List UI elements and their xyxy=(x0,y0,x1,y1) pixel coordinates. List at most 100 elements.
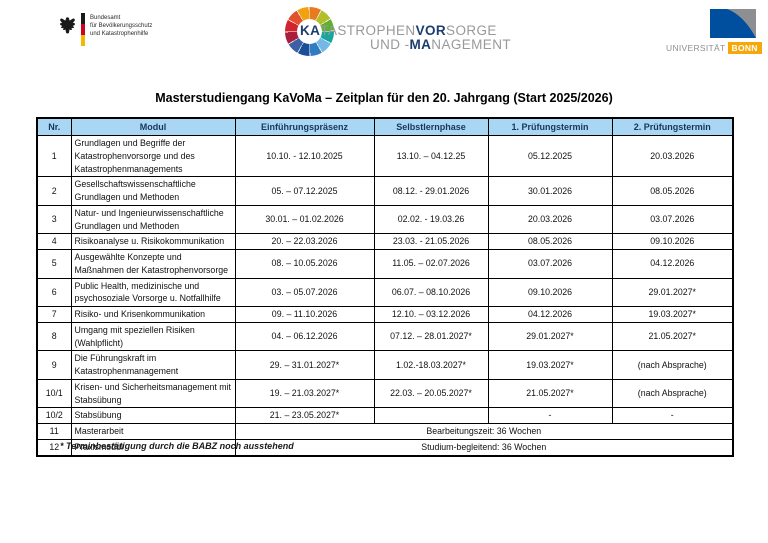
cell-einfuehrungspraesenz: 30.01. – 01.02.2026 xyxy=(234,204,375,235)
cell-nr: 3 xyxy=(36,204,72,235)
cell-pruefungstermin-1: 09.10.2026 xyxy=(487,277,613,307)
cell-pruefungstermin-1: - xyxy=(487,407,613,424)
column-header-1: Modul xyxy=(70,117,236,136)
cell-pruefungstermin-2: 21.05.2027* xyxy=(611,321,734,352)
uni-bonn-university-text: UNIVERSITÄT xyxy=(666,43,726,53)
cell-modul: Risiko- und Krisenkommunikation xyxy=(70,306,236,323)
cell-nr: 10/2 xyxy=(36,407,72,424)
uni-bonn-logo: UNIVERSITÄT BONN xyxy=(666,9,762,54)
cell-nr: 7 xyxy=(36,306,72,323)
cell-nr: 11 xyxy=(36,423,72,440)
cell-modul: Umgang mit speziellen Risiken (Wahlpflic… xyxy=(70,321,236,352)
bbk-text-line1: Bundesamt xyxy=(90,15,121,21)
kavoma-ring-icon xyxy=(285,7,334,56)
cell-pruefungstermin-1: 30.01.2026 xyxy=(487,176,613,206)
table-row: 4 Risikoanalyse u. Risikokommunikation 20.… xyxy=(36,233,734,250)
kavoma-logo: KATASTROPHENVORSORGE UND -MANAGEMENT xyxy=(285,6,511,58)
table-row: 5 Ausgewählte Konzepte und Maßnahmen der … xyxy=(36,249,734,279)
cell-selbstlernphase: 08.12. - 29.01.2026 xyxy=(373,176,489,206)
kavoma-ma: MA xyxy=(409,37,432,52)
cell-nr: 1 xyxy=(36,134,72,178)
cell-einfuehrungspraesenz: 03. – 05.07.2026 xyxy=(234,277,375,307)
cell-pruefungstermin-2: 09.10.2026 xyxy=(611,233,734,250)
table-row: 8 Umgang mit speziellen Risiken (Wahlpfli… xyxy=(36,321,734,352)
cell-selbstlernphase: 06.07. – 08.10.2026 xyxy=(373,277,489,307)
cell-pruefungstermin-2: - xyxy=(611,407,734,424)
cell-selbstlernphase: 23.03. - 21.05.2026 xyxy=(373,233,489,250)
table-header-row: Nr. Modul Einführungspräsenz Selbstlernphas… xyxy=(36,117,734,136)
cell-nr: 6 xyxy=(36,277,72,307)
table-row: 10/1 Krisen- und Sicherheitsmanagement mi… xyxy=(36,378,734,409)
uni-bonn-wordmark: UNIVERSITÄT BONN xyxy=(666,42,762,54)
kavoma-wordmark-line1: KATASTROPHENVORSORGE xyxy=(300,23,497,38)
kavoma-wordmark-line2: UND -MANAGEMENT xyxy=(370,37,511,52)
cell-pruefungstermin-2: 08.05.2026 xyxy=(611,176,734,206)
uni-bonn-city-text: BONN xyxy=(727,42,762,54)
cell-pruefungstermin-1: 04.12.2026 xyxy=(487,306,613,323)
cell-pruefungstermin-2: (nach Absprache) xyxy=(611,378,734,409)
cell-pruefungstermin-2: (nach Absprache) xyxy=(611,350,734,380)
cell-einfuehrungspraesenz: 21. – 23.05.2027* xyxy=(234,407,375,424)
kavoma-tastrophen: TASTROPHEN xyxy=(320,23,416,38)
cell-pruefungstermin-1: 05.12.2025 xyxy=(487,134,613,178)
cell-modul: Risikoanalyse u. Risikokommunikation xyxy=(70,233,236,250)
column-header-5: 2. Prüfungstermin xyxy=(611,117,734,136)
cell-pruefungstermin-2: 20.03.2026 xyxy=(611,134,734,178)
cell-selbstlernphase: 1.02.-18.03.2027* xyxy=(373,350,489,380)
cell-pruefungstermin-1: 20.03.2026 xyxy=(487,204,613,235)
cell-modul: Public Health, medizinische und psychoso… xyxy=(70,277,236,307)
cell-nr: 10/1 xyxy=(36,378,72,409)
table-row: 3 Natur- und Ingenieurwissenschaftliche G… xyxy=(36,204,734,235)
kavoma-ka: KA xyxy=(300,23,321,38)
cell-einfuehrungspraesenz: 20. – 22.03.2026 xyxy=(234,233,375,250)
table-row: 9 Die Führungskraft im Katastrophenmanage… xyxy=(36,350,734,380)
table-row: 6 Public Health, medizinische und psychos… xyxy=(36,277,734,307)
cell-modul: Die Führungskraft im Katastrophenmanagem… xyxy=(70,350,236,380)
column-header-4: 1. Prüfungstermin xyxy=(487,117,613,136)
column-header-2: Einführungspräsenz xyxy=(234,117,375,136)
schedule-table: Nr. Modul Einführungspräsenz Selbstlernphas… xyxy=(36,117,734,457)
cell-pruefungstermin-1: 21.05.2027* xyxy=(487,378,613,409)
cell-nr: 9 xyxy=(36,350,72,380)
cell-selbstlernphase: 12.10. – 03.12.2026 xyxy=(373,306,489,323)
bbk-text-line3: und Katastrophenhilfe xyxy=(90,30,149,37)
column-header-3: Selbstlernphase xyxy=(373,117,489,136)
cell-einfuehrungspraesenz: 19. – 21.03.2027* xyxy=(234,378,375,409)
cell-modul: Gesellschaftswissenschaftliche Grundlage… xyxy=(70,176,236,206)
cell-pruefungstermin-2: 29.01.2027* xyxy=(611,277,734,307)
cell-modul: Ausgewählte Konzepte und Maßnahmen der K… xyxy=(70,249,236,279)
table-row: 11 Masterarbeit Bearbeitungszeit: 36 Woche… xyxy=(36,423,734,440)
bbk-text-line2: für Bevölkerungsschutz xyxy=(90,22,153,29)
cell-modul: Masterarbeit xyxy=(70,423,236,440)
column-header-0: Nr. xyxy=(36,117,72,136)
cell-nr: 5 xyxy=(36,249,72,279)
cell-nr: 8 xyxy=(36,321,72,352)
cell-merged-duration: Bearbeitungszeit: 36 Wochen xyxy=(234,423,734,440)
cell-nr: 2 xyxy=(36,176,72,206)
cell-pruefungstermin-2: 19.03.2027* xyxy=(611,306,734,323)
kavoma-vor: VOR xyxy=(415,23,447,38)
uni-bonn-emblem-icon xyxy=(710,9,756,38)
bbk-logo: Bundesamt für Bevölkerungsschutz und Kat… xyxy=(58,13,152,46)
cell-pruefungstermin-2: 03.07.2026 xyxy=(611,204,734,235)
cell-pruefungstermin-1: 08.05.2026 xyxy=(487,233,613,250)
cell-einfuehrungspraesenz: 10.10. - 12.10.2025 xyxy=(234,134,375,178)
cell-selbstlernphase: 02.02. - 19.03.26 xyxy=(373,204,489,235)
table-row: 1 Grundlagen und Begriffe der Katastrophe… xyxy=(36,134,734,178)
cell-selbstlernphase: 22.03. – 20.05.2027* xyxy=(373,378,489,409)
cell-selbstlernphase: 07.12. – 28.01.2027* xyxy=(373,321,489,352)
cell-einfuehrungspraesenz: 04. – 06.12.2026 xyxy=(234,321,375,352)
cell-pruefungstermin-1: 03.07.2026 xyxy=(487,249,613,279)
bbk-logo-text: Bundesamt für Bevölkerungsschutz und Kat… xyxy=(90,13,152,38)
kavoma-nagement: NAGEMENT xyxy=(431,37,512,52)
cell-selbstlernphase: 11.05. – 02.07.2026 xyxy=(373,249,489,279)
cell-modul: Krisen- und Sicherheitsmanagement mit St… xyxy=(70,378,236,409)
table-row: 12 Praxismodul Studium-begleitend: 36 Woch… xyxy=(36,438,734,457)
cell-pruefungstermin-1: 19.03.2027* xyxy=(487,350,613,380)
table-row: 10/2 Stabsübung 21. – 23.05.2027* - - xyxy=(36,407,734,424)
kavoma-und: UND - xyxy=(370,37,410,52)
cell-einfuehrungspraesenz: 05. – 07.12.2025 xyxy=(234,176,375,206)
cell-nr: 4 xyxy=(36,233,72,250)
cell-selbstlernphase: 13.10. – 04.12.25 xyxy=(373,134,489,178)
cell-einfuehrungspraesenz: 09. – 11.10.2026 xyxy=(234,306,375,323)
